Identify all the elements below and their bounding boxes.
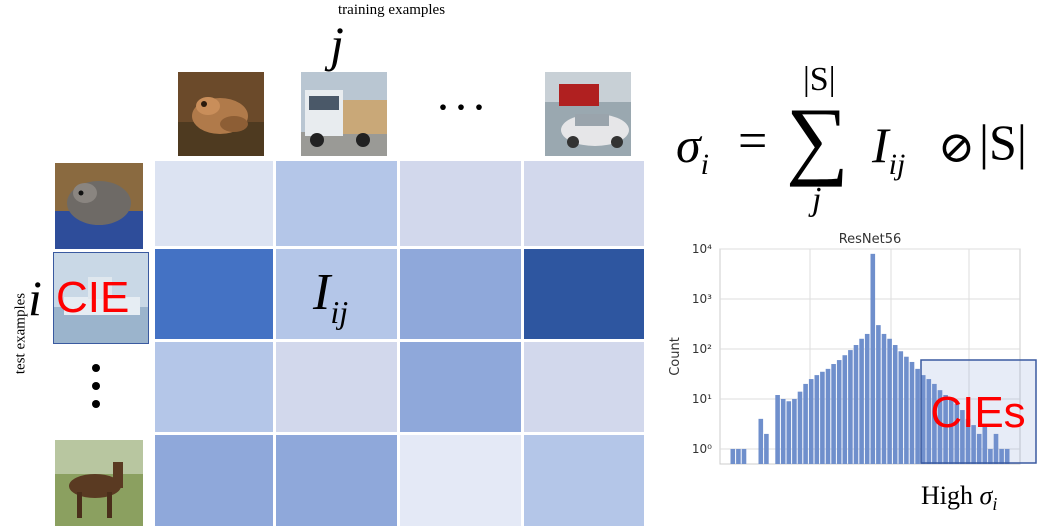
histogram-bar bbox=[920, 375, 926, 464]
histogram-bar bbox=[976, 433, 982, 464]
histogram-bar bbox=[999, 448, 1004, 464]
high-sigma-caption: High σi bbox=[921, 481, 997, 514]
histogram-bar bbox=[887, 338, 892, 464]
matrix-cell bbox=[524, 249, 644, 339]
matrix-cell bbox=[524, 161, 644, 246]
chart-title: ResNet56 bbox=[839, 232, 902, 247]
test-image-horse bbox=[55, 440, 143, 526]
histogram-bar bbox=[915, 368, 920, 464]
sigma-formula: σi = |S| ∑ j Iij ⊘ |S| bbox=[676, 61, 1027, 218]
y-tick-label: 10⁰ bbox=[692, 442, 712, 456]
y-tick-label: 10¹ bbox=[692, 392, 712, 406]
histogram-bar bbox=[831, 364, 836, 464]
histogram-bar bbox=[909, 361, 915, 464]
histogram-bar bbox=[982, 425, 988, 464]
histogram-bar bbox=[820, 371, 825, 464]
histogram-bar bbox=[881, 333, 887, 464]
histogram-bar bbox=[948, 398, 954, 464]
matrix-cell-label: Iij bbox=[313, 264, 349, 330]
histogram-bar bbox=[736, 448, 741, 464]
histogram-bar bbox=[848, 350, 853, 464]
cie-highlight-box bbox=[920, 359, 1037, 464]
training-image-truck bbox=[301, 72, 387, 156]
histogram-bar bbox=[864, 333, 870, 464]
matrix-cell bbox=[400, 161, 521, 246]
matrix-cell bbox=[155, 161, 273, 246]
histogram-bar bbox=[892, 345, 898, 464]
matrix-cell bbox=[524, 435, 644, 526]
cie-label: CIE bbox=[56, 273, 130, 322]
matrix-cell bbox=[400, 249, 521, 339]
histogram-bar bbox=[792, 398, 797, 464]
histogram-bar bbox=[904, 356, 909, 464]
y-axis-label: Count bbox=[668, 337, 683, 376]
matrix-cell bbox=[400, 342, 521, 432]
matrix-cell bbox=[276, 342, 397, 432]
training-ellipsis: ··· bbox=[435, 81, 489, 134]
histogram-bar bbox=[808, 379, 814, 464]
histogram-bar bbox=[842, 355, 848, 464]
histogram-bar bbox=[825, 368, 831, 464]
histogram-bar bbox=[758, 418, 764, 464]
test-ellipsis bbox=[90, 356, 104, 408]
matrix-cell bbox=[276, 249, 397, 339]
training-image-car bbox=[545, 72, 631, 156]
row-index-label: i bbox=[28, 270, 42, 326]
histogram-bar bbox=[993, 433, 999, 464]
resnet56-histogram: 10⁰ 10¹ 10² 10³ 10⁴ ResNet56 Count CIEs High σi bbox=[668, 232, 1037, 514]
histogram-bar bbox=[988, 448, 993, 464]
matrix-cell bbox=[524, 342, 644, 432]
histogram-bar bbox=[775, 395, 780, 464]
training-examples-label: training examples bbox=[338, 2, 446, 18]
histogram-bar bbox=[1004, 448, 1010, 464]
matrix-cell bbox=[276, 435, 397, 526]
histogram-bar bbox=[937, 390, 943, 464]
histogram-bar bbox=[730, 448, 736, 464]
histogram-bar bbox=[836, 360, 842, 464]
training-image-frog bbox=[178, 72, 264, 156]
histogram-bar bbox=[870, 253, 876, 464]
histogram-bar bbox=[898, 351, 904, 464]
matrix-cell bbox=[155, 249, 273, 339]
histogram-bar bbox=[797, 391, 803, 464]
histogram-bar bbox=[814, 375, 820, 464]
histogram-bar bbox=[764, 433, 769, 464]
histogram-bar bbox=[943, 395, 948, 464]
histogram-bar bbox=[960, 410, 965, 464]
test-image-cat bbox=[55, 163, 143, 249]
histogram-bar bbox=[965, 418, 971, 464]
y-tick-label: 10⁴ bbox=[692, 242, 712, 256]
matrix-cell bbox=[400, 435, 521, 526]
histogram-bar bbox=[741, 448, 747, 464]
matrix-cell bbox=[155, 435, 273, 526]
column-index-label: j bbox=[330, 16, 344, 72]
histogram-bar bbox=[780, 398, 786, 464]
histogram-bar bbox=[853, 345, 859, 464]
matrix-cell bbox=[155, 342, 273, 432]
test-image-ship-cie[interactable]: CIE bbox=[53, 252, 149, 344]
cies-label: CIEs bbox=[930, 388, 1025, 437]
histogram-bar bbox=[971, 425, 976, 464]
influence-matrix bbox=[155, 161, 647, 529]
y-tick-label: 10² bbox=[692, 342, 712, 356]
histogram-bar bbox=[932, 383, 937, 464]
histogram-bar bbox=[786, 401, 792, 464]
test-examples-label: test examples bbox=[12, 292, 29, 375]
histogram-bar bbox=[859, 338, 864, 464]
histogram-bar bbox=[954, 403, 960, 464]
histogram-bar bbox=[876, 325, 881, 464]
y-tick-label: 10³ bbox=[692, 292, 712, 306]
histogram-bar bbox=[803, 383, 808, 464]
matrix-cell bbox=[276, 161, 397, 246]
histogram-bar bbox=[926, 379, 932, 464]
